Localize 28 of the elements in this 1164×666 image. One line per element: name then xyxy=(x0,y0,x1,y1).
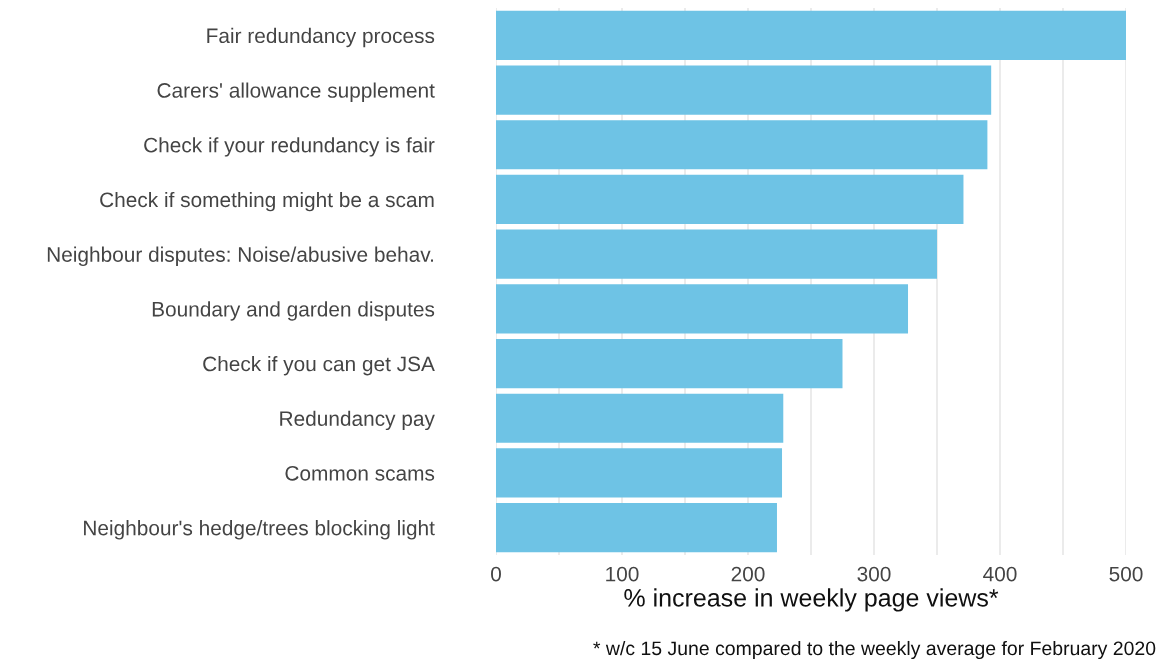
bar xyxy=(496,448,783,498)
y-tick-label: Common scams xyxy=(285,465,435,481)
bar xyxy=(496,65,992,115)
y-tick-label: Fair redundancy process xyxy=(207,27,435,48)
x-tick-label: 300 xyxy=(857,566,891,582)
y-tick-label: Neighbour disputes: Noise/abusive behav. xyxy=(47,246,434,267)
y-tick-label: Boundary and garden disputes xyxy=(152,301,435,321)
bar xyxy=(496,174,964,225)
y-tick-label: Carers' allowance supplement xyxy=(157,82,435,102)
bar xyxy=(496,393,784,443)
y-tick-label: Check if you can get JSA xyxy=(203,356,435,376)
bar xyxy=(496,503,777,553)
bar xyxy=(496,284,909,334)
x-tick-label: 400 xyxy=(983,566,1017,582)
x-axis-title: % increase in weekly page views* xyxy=(624,588,999,612)
x-tick-label: 0 xyxy=(491,566,501,582)
bar xyxy=(496,229,937,279)
x-tick-label: 100 xyxy=(606,566,639,582)
y-tick-label: Check if your redundancy is fair xyxy=(144,137,435,157)
y-tick-label: Neighbour's hedge/trees blocking light xyxy=(84,520,435,540)
bar xyxy=(496,120,988,170)
y-tick-label: Redundancy pay xyxy=(280,410,435,431)
text: * w/c 15 June compared to the weekly average for February 2020 xyxy=(593,640,1156,660)
bar xyxy=(496,10,1126,60)
y-tick-label: Check if something might be a scam xyxy=(100,191,434,212)
x-tick-label: 500 xyxy=(1109,566,1143,582)
bar xyxy=(496,338,843,389)
x-tick-label: 200 xyxy=(731,566,765,582)
